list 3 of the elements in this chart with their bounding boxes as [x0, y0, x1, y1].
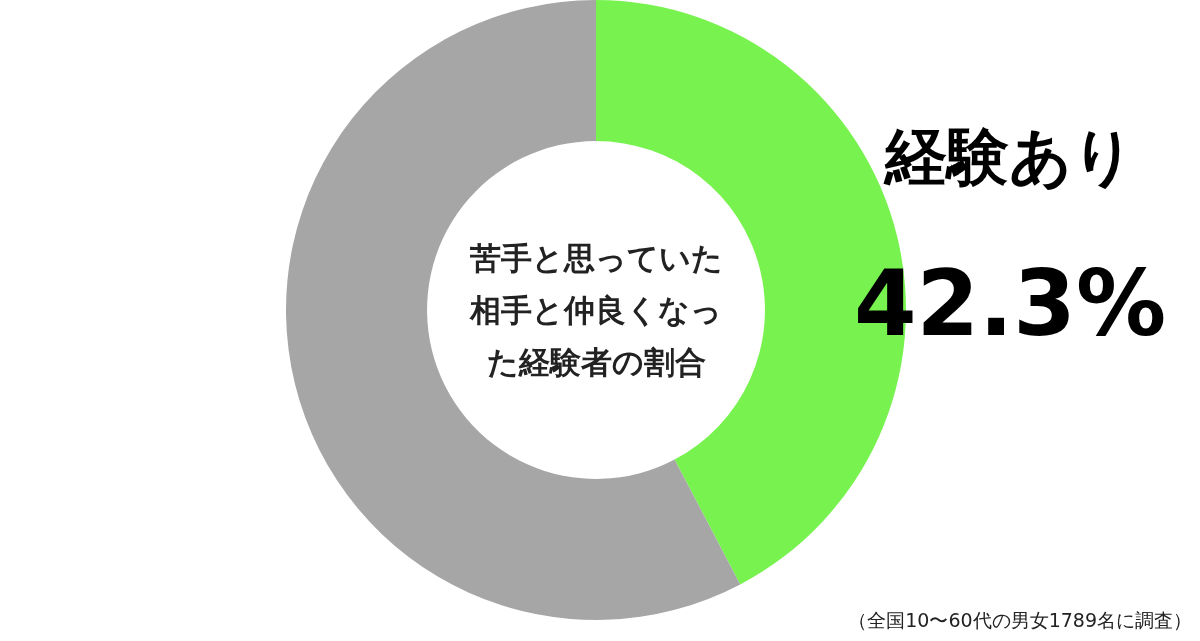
- text: （全国10〜60代の男女1789名に調査）: [848, 609, 1192, 631]
- text: 苦手と思っていた相手と仲良くなった経験者の割合: [468, 240, 723, 380]
- slice-label: 経験あり: [883, 120, 1135, 193]
